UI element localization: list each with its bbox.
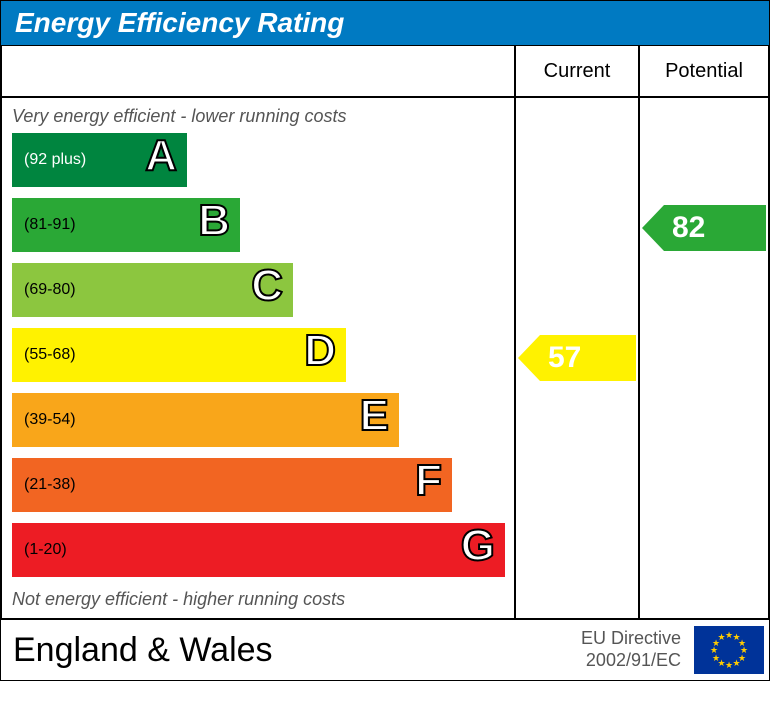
rating-pointer: 82 xyxy=(642,205,766,251)
eu-star-icon: ★ xyxy=(725,660,733,671)
band-letter: E xyxy=(360,391,389,441)
bands-container: (92 plus) A (81-91) B (69-80) C (55-68) D (39-54… xyxy=(2,133,514,583)
band-range-label: (81-91) xyxy=(12,216,76,234)
caption-bottom: Not energy efficient - higher running co… xyxy=(2,589,514,610)
band-b: (81-91) B xyxy=(12,198,240,252)
bands-cell: Very energy efficient - lower running co… xyxy=(1,97,515,619)
rating-value: 82 xyxy=(642,211,705,245)
eu-flag-icon: ★★★★★★★★★★★★ xyxy=(694,626,764,674)
band-letter: B xyxy=(198,196,230,246)
current-column: 57 xyxy=(515,97,639,619)
band-c: (69-80) C xyxy=(12,263,293,317)
band-letter: D xyxy=(304,326,336,376)
band-row-a: (92 plus) A xyxy=(12,133,514,193)
header-potential: Potential xyxy=(639,45,769,97)
band-range-label: (39-54) xyxy=(12,411,76,429)
band-row-e: (39-54) E xyxy=(12,393,514,453)
band-range-label: (55-68) xyxy=(12,346,76,364)
directive-line1: EU Directive xyxy=(581,628,681,648)
band-row-c: (69-80) C xyxy=(12,263,514,323)
band-range-label: (69-80) xyxy=(12,281,76,299)
band-f: (21-38) F xyxy=(12,458,452,512)
band-letter: F xyxy=(415,456,442,506)
band-letter: C xyxy=(251,261,283,311)
eu-star-icon: ★ xyxy=(718,632,726,643)
band-d: (55-68) D xyxy=(12,328,346,382)
band-letter: A xyxy=(145,131,177,181)
rating-value: 57 xyxy=(518,341,581,375)
header-blank xyxy=(1,45,515,97)
eu-star-icon: ★ xyxy=(733,658,741,669)
epc-chart: Energy Efficiency Rating Current Potenti… xyxy=(0,0,770,681)
caption-top: Very energy efficient - lower running co… xyxy=(2,106,514,127)
band-row-b: (81-91) B xyxy=(12,198,514,258)
band-range-label: (1-20) xyxy=(12,541,67,559)
footer: England & Wales EU Directive 2002/91/EC … xyxy=(1,619,769,680)
band-letter: G xyxy=(461,521,495,571)
band-range-label: (21-38) xyxy=(12,476,76,494)
footer-region: England & Wales xyxy=(1,631,479,670)
footer-directive: EU Directive 2002/91/EC xyxy=(479,628,689,671)
band-row-g: (1-20) G xyxy=(12,523,514,583)
band-g: (1-20) G xyxy=(12,523,505,577)
band-row-f: (21-38) F xyxy=(12,458,514,518)
band-row-d: (55-68) D xyxy=(12,328,514,388)
rating-pointer: 57 xyxy=(518,335,636,381)
directive-line2: 2002/91/EC xyxy=(586,650,681,670)
header-current: Current xyxy=(515,45,639,97)
band-range-label: (92 plus) xyxy=(12,151,86,169)
band-a: (92 plus) A xyxy=(12,133,187,187)
chart-title: Energy Efficiency Rating xyxy=(1,1,769,45)
potential-column: 82 xyxy=(639,97,769,619)
band-e: (39-54) E xyxy=(12,393,399,447)
chart-grid: Current Potential Very energy efficient … xyxy=(1,45,769,619)
